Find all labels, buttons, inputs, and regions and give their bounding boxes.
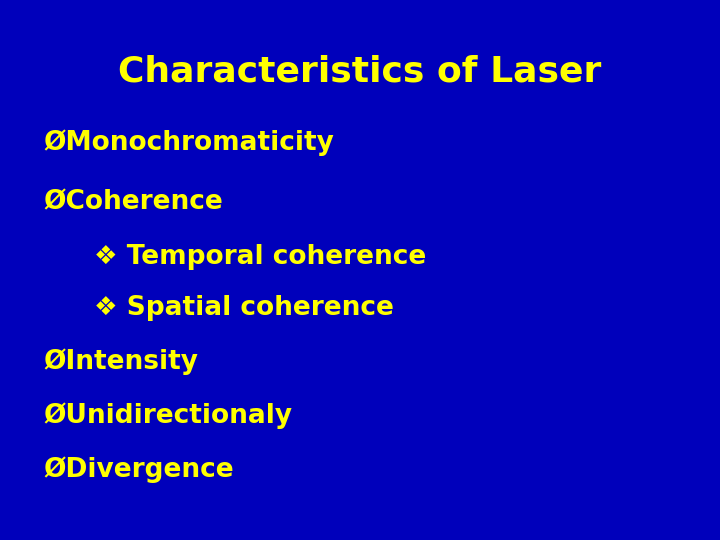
Text: ØCoherence: ØCoherence <box>43 190 223 215</box>
Text: ØUnidirectionaly: ØUnidirectionaly <box>43 402 292 429</box>
Text: Characteristics of Laser: Characteristics of Laser <box>118 54 602 88</box>
Text: ❖ Spatial coherence: ❖ Spatial coherence <box>94 295 393 321</box>
Text: ØIntensity: ØIntensity <box>43 348 198 375</box>
Text: ØMonochromaticity: ØMonochromaticity <box>43 130 334 157</box>
Text: ❖ Temporal coherence: ❖ Temporal coherence <box>94 244 426 269</box>
Text: ØDivergence: ØDivergence <box>43 456 234 483</box>
